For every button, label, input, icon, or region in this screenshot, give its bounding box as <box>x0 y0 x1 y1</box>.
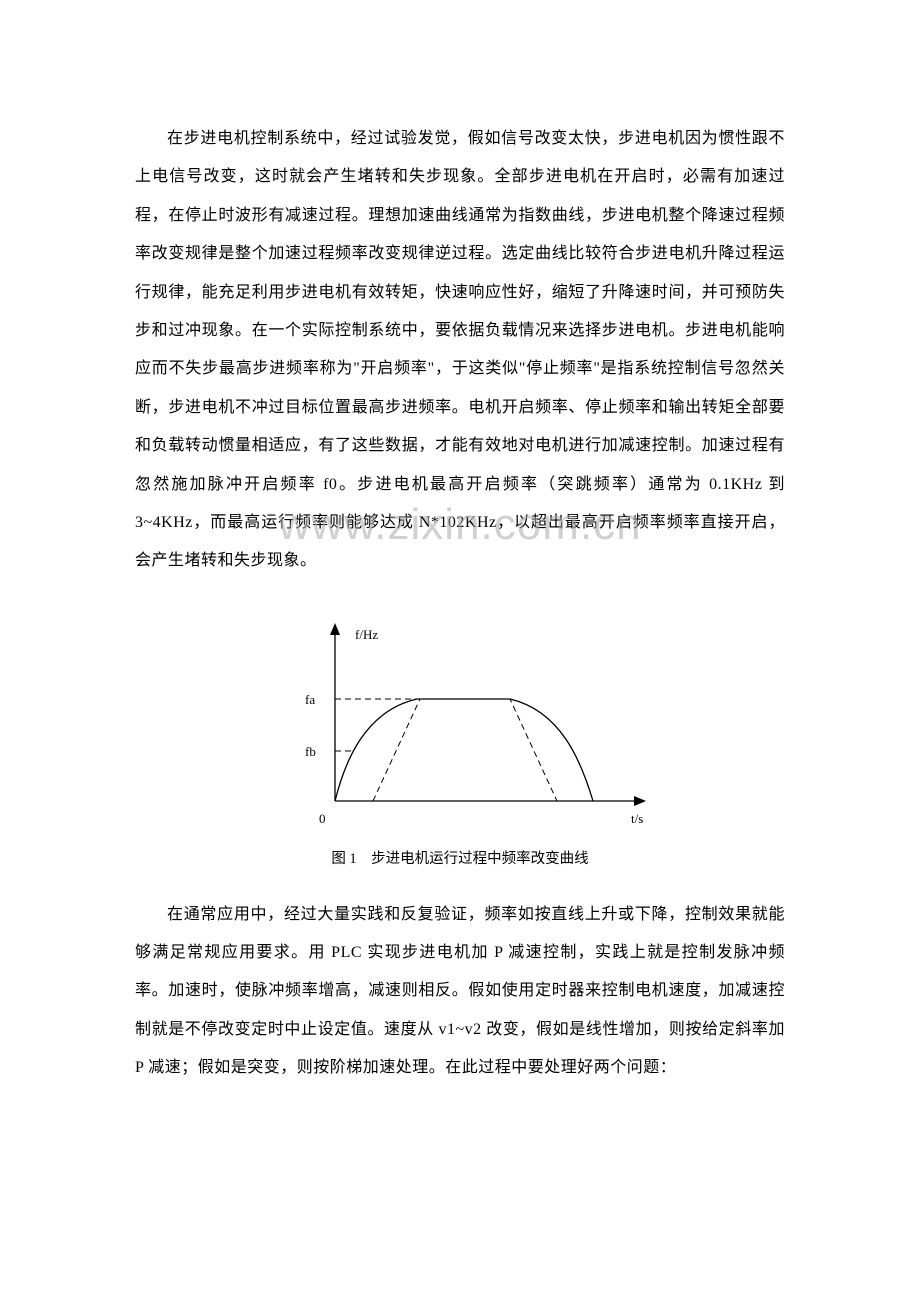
solid-curve <box>335 699 593 801</box>
tick-fb: fb <box>305 744 316 759</box>
tick-fa: fa <box>305 692 315 707</box>
x-axis-label: t/s <box>631 811 643 826</box>
figure-caption: 图 1 步进电机运行过程中频率改变曲线 <box>331 847 588 868</box>
origin-label: 0 <box>319 811 326 826</box>
frequency-curve-chart: f/Hz fa fb 0 t/s <box>245 601 675 841</box>
y-axis-arrow <box>330 623 340 635</box>
y-axis-label: f/Hz <box>355 627 378 642</box>
paragraph-1: 在步进电机控制系统中，经过试验发觉，假如信号改变太快，步进电机因为惯性跟不上电信… <box>135 120 785 581</box>
paragraph-2: 在通常应用中，经过大量实践和反复验证，频率如按直线上升或下降，控制效果就能够满足… <box>135 896 785 1088</box>
dashed-curve <box>373 699 557 801</box>
figure-1: f/Hz fa fb 0 t/s 图 1 步进电机运行过程中频率改变曲线 <box>135 601 785 868</box>
x-axis-arrow <box>634 796 646 806</box>
